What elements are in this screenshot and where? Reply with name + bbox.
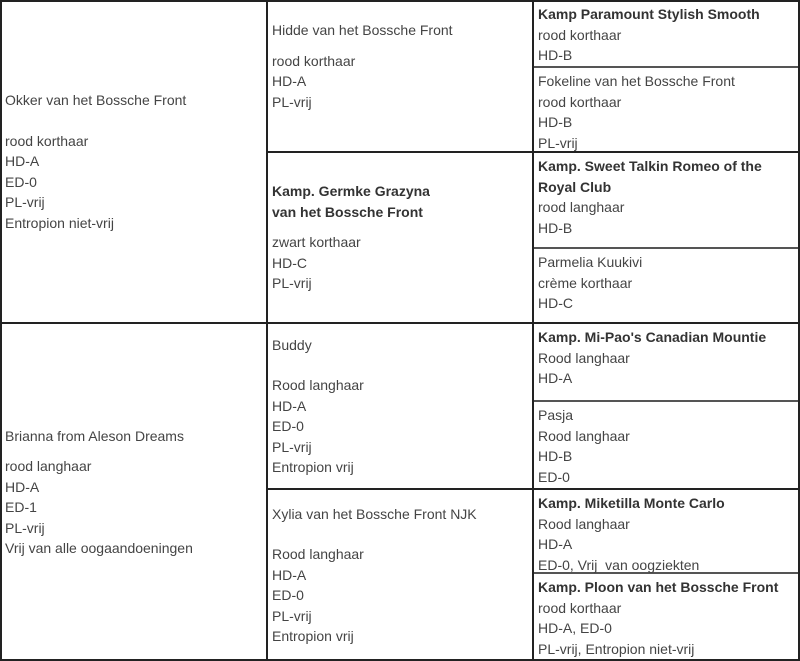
dog-name: Parmelia Kuukivi bbox=[538, 254, 643, 270]
dog-detail: HD-A bbox=[5, 153, 40, 169]
dog-name: Buddy bbox=[272, 336, 312, 353]
column-divider bbox=[532, 0, 534, 661]
dog-name: Brianna from Aleson Dreams bbox=[5, 427, 184, 444]
dog-detail: HD-C bbox=[538, 295, 573, 311]
dog-name: Kamp. Sweet Talkin Romeo of the Royal Cl… bbox=[538, 158, 762, 195]
dog-detail: ED-0 bbox=[272, 587, 304, 603]
dog-detail: Entropion niet-vrij bbox=[5, 214, 114, 231]
dog-detail: rood korthaar bbox=[538, 26, 622, 43]
row-divider bbox=[267, 488, 800, 490]
dog-detail: HD-A, ED-0 bbox=[538, 620, 612, 636]
pedigree-cell-grandparent: Hidde van het Bossche Front rood korthaa… bbox=[267, 0, 533, 152]
dog-detail: HD-A bbox=[272, 397, 307, 414]
dog-detail: ED-0, Vrij van oogziekten bbox=[538, 556, 700, 573]
dog-detail: HD-C bbox=[272, 254, 307, 271]
dog-detail: PL-vrij bbox=[272, 275, 312, 292]
pedigree-cell-great-grandparent: Kamp. Ploon van het Bossche Front rood k… bbox=[533, 573, 800, 661]
dog-detail: ED-0 bbox=[5, 173, 37, 190]
dog-detail: rood korthaar bbox=[272, 52, 356, 69]
pedigree-cell-great-grandparent: Pasja Rood langhaar HD-B ED-0 bbox=[533, 401, 800, 489]
pedigree-cell-grandparent: Buddy Rood langhaar HD-A ED-0 PL-vrij En… bbox=[267, 323, 533, 489]
dog-name: Fokeline van het Bossche Front bbox=[538, 73, 735, 89]
dog-name: Okker van het Bossche Front bbox=[5, 92, 187, 108]
dog-name: Hidde van het Bossche Front bbox=[272, 22, 453, 38]
dog-name: Kamp. Mi-Pao's Canadian Mountie bbox=[538, 329, 767, 345]
dog-detail: HD-B bbox=[538, 47, 573, 63]
dog-detail: zwart korthaar bbox=[272, 234, 361, 251]
column-divider bbox=[266, 0, 268, 661]
dog-detail: ED-0 bbox=[272, 418, 304, 434]
row-divider bbox=[0, 322, 800, 324]
dog-name: Kamp. Miketilla Monte Carlo bbox=[538, 495, 725, 511]
dog-detail: Rood langhaar bbox=[272, 546, 364, 562]
dog-detail: rood langhaar bbox=[5, 458, 92, 474]
dog-detail: Entropion vrij bbox=[272, 459, 354, 475]
pedigree-cell-great-grandparent: Kamp. Sweet Talkin Romeo of the Royal Cl… bbox=[533, 152, 800, 248]
dog-detail: PL-vrij bbox=[538, 134, 578, 151]
pedigree-cell-grandparent: Kamp. Germke Grazyna van het Bossche Fro… bbox=[267, 152, 533, 323]
pedigree-cell-great-grandparent: Fokeline van het Bossche Front rood kort… bbox=[533, 67, 800, 152]
pedigree-cell-great-grandparent: Kamp Paramount Stylish Smooth rood korth… bbox=[533, 0, 800, 67]
pedigree-cell-great-grandparent: Kamp. Mi-Pao's Canadian Mountie Rood lan… bbox=[533, 323, 800, 401]
dog-detail: Vrij van alle oogaandoeningen bbox=[5, 540, 193, 556]
dog-detail: PL-vrij bbox=[5, 519, 45, 536]
dog-name: Kamp Paramount Stylish Smooth bbox=[538, 6, 760, 22]
dog-detail: HD-B bbox=[538, 219, 573, 236]
dog-detail: rood korthaar bbox=[538, 93, 622, 110]
pedigree-cell-great-grandparent: Kamp. Miketilla Monte Carlo Rood langhaa… bbox=[533, 489, 800, 573]
dog-detail: Entropion vrij bbox=[272, 628, 354, 644]
dog-detail: Rood langhaar bbox=[538, 349, 630, 366]
dog-detail: PL-vrij bbox=[272, 93, 312, 110]
dog-detail: HD-A bbox=[272, 566, 307, 583]
dog-detail: HD-A bbox=[272, 73, 307, 89]
pedigree-cell-grandparent: Xylia van het Bossche Front NJK Rood lan… bbox=[267, 489, 533, 661]
dog-name: Pasja bbox=[538, 407, 574, 423]
dog-detail: Rood langhaar bbox=[538, 427, 630, 444]
row-divider bbox=[267, 151, 800, 153]
dog-name: van het Bossche Front bbox=[272, 203, 423, 220]
dog-detail: HD-A bbox=[538, 536, 573, 552]
dog-detail: Rood langhaar bbox=[538, 515, 630, 532]
pedigree-cell-great-grandparent: Parmelia Kuukivi crème korthaar HD-C bbox=[533, 248, 800, 323]
dog-detail: HD-A bbox=[538, 370, 573, 386]
dog-detail: ED-0 bbox=[538, 468, 570, 485]
dog-detail: HD-A bbox=[5, 478, 40, 495]
dog-name: Kamp. Ploon van het Bossche Front bbox=[538, 579, 779, 595]
dog-detail: rood korthaar bbox=[538, 599, 622, 616]
dog-detail: ED-1 bbox=[5, 499, 37, 515]
dog-detail: crème korthaar bbox=[538, 274, 633, 291]
dog-detail: PL-vrij bbox=[272, 438, 312, 455]
pedigree-cell-dam: Brianna from Aleson Dreams rood langhaar… bbox=[0, 323, 267, 661]
dog-name: Xylia van het Bossche Front NJK bbox=[272, 505, 477, 522]
pedigree-cell-sire: Okker van het Bossche Front rood korthaa… bbox=[0, 0, 267, 323]
dog-detail: PL-vrij, Entropion niet-vrij bbox=[538, 640, 695, 657]
dog-detail: HD-B bbox=[538, 448, 573, 464]
dog-detail: rood langhaar bbox=[538, 199, 625, 215]
dog-name: Kamp. Germke Grazyna bbox=[272, 183, 430, 200]
dog-detail: Rood langhaar bbox=[272, 377, 364, 393]
dog-detail: PL-vrij bbox=[272, 607, 312, 624]
dog-detail: HD-B bbox=[538, 114, 573, 130]
dog-detail: rood korthaar bbox=[5, 132, 89, 149]
dog-detail: PL-vrij bbox=[5, 194, 45, 210]
